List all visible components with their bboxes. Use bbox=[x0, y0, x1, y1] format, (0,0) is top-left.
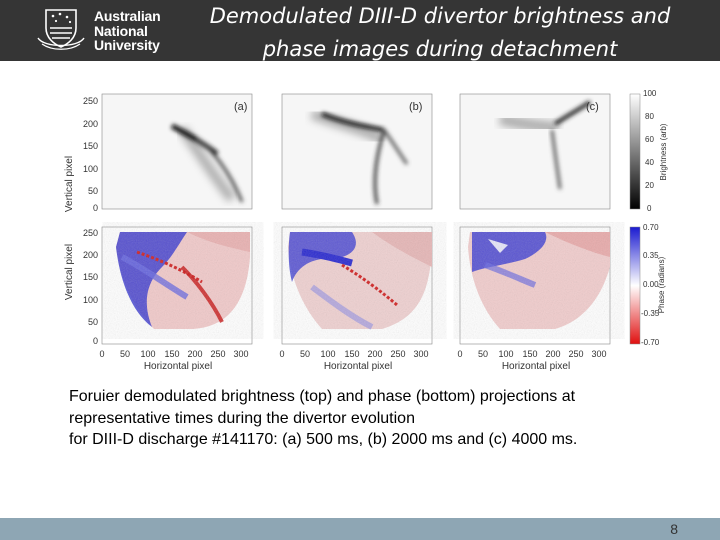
brightness-panel-b: (b) bbox=[281, 93, 433, 210]
brightness-colorbar: 100 80 60 40 20 0 Brightness (arb) bbox=[629, 89, 668, 213]
slide-title: Demodulated DIII-D divertor brightness a… bbox=[180, 0, 700, 66]
x-tick-label: 0 bbox=[457, 349, 462, 359]
phase-panel-a bbox=[101, 226, 253, 345]
x-axis-label: Horizontal pixel bbox=[324, 361, 392, 372]
brightness-phase-figure: Vertical pixel Vertical pixel 250 200 15… bbox=[64, 89, 668, 372]
y-axis-label: Vertical pixel bbox=[64, 156, 75, 212]
logo-wordmark: Australian National University bbox=[94, 8, 161, 53]
y-tick-labels-bottom: 250 200 150 100 50 0 bbox=[83, 228, 98, 346]
x-tick-label: 150 bbox=[522, 349, 537, 359]
footer-bar: 8 bbox=[0, 518, 720, 540]
colorbar-tick-label: 100 bbox=[643, 89, 657, 98]
y-tick-label: 0 bbox=[93, 203, 98, 213]
phase-panel-c bbox=[459, 226, 611, 345]
x-tick-label: 0 bbox=[99, 349, 104, 359]
x-tick-label: 250 bbox=[390, 349, 405, 359]
colorbar-tick-label: -0.70 bbox=[641, 338, 660, 347]
brightness-panel-c: (c) bbox=[459, 93, 611, 210]
x-tick-label: 300 bbox=[591, 349, 606, 359]
y-tick-label: 250 bbox=[83, 96, 98, 106]
x-tick-label: 200 bbox=[545, 349, 560, 359]
x-tick-label: 100 bbox=[320, 349, 335, 359]
phase-colorbar: 0.70 0.35 0.00 -0.35 -0.70 Phase (radian… bbox=[629, 223, 666, 347]
y-tick-label: 150 bbox=[83, 141, 98, 151]
caption-line-2: representative times during the divertor… bbox=[69, 409, 415, 427]
y-tick-label: 100 bbox=[83, 164, 98, 174]
y-tick-label: 0 bbox=[93, 336, 98, 346]
y-tick-labels-top: 250 200 150 100 50 0 bbox=[83, 96, 98, 213]
colorbar-tick-label: 40 bbox=[645, 158, 654, 167]
y-tick-label: 50 bbox=[88, 186, 98, 196]
phase-panel-b bbox=[281, 226, 433, 345]
page-number: 8 bbox=[670, 521, 678, 537]
colorbar-label: Phase (radians) bbox=[657, 256, 666, 313]
x-tick-label: 100 bbox=[498, 349, 513, 359]
caption-line-3: for DIII-D discharge #141170: (a) 500 ms… bbox=[69, 431, 578, 448]
x-tick-labels-c: 0 50 100 150 200 250 300 bbox=[457, 349, 606, 359]
x-tick-label: 200 bbox=[367, 349, 382, 359]
title-line-1: Demodulated DIII-D divertor brightness a… bbox=[209, 4, 671, 28]
x-tick-labels-a: 0 50 100 150 200 250 300 bbox=[99, 349, 248, 359]
figure-caption: Foruier demodulated brightness (top) and… bbox=[69, 386, 689, 451]
colorbar-tick-label: 0 bbox=[647, 204, 652, 213]
x-tick-label: 150 bbox=[344, 349, 359, 359]
x-tick-label: 200 bbox=[187, 349, 202, 359]
x-axis-label: Horizontal pixel bbox=[502, 361, 570, 372]
panel-label-a: (a) bbox=[234, 101, 247, 113]
x-tick-label: 250 bbox=[568, 349, 583, 359]
y-tick-label: 100 bbox=[83, 295, 98, 305]
x-tick-label: 50 bbox=[300, 349, 310, 359]
panel-label-b: (b) bbox=[409, 101, 422, 113]
caption-line-1: Foruier demodulated brightness (top) and… bbox=[69, 388, 576, 405]
y-tick-label: 200 bbox=[83, 250, 98, 260]
y-tick-label: 150 bbox=[83, 272, 98, 282]
x-tick-labels-b: 0 50 100 150 200 250 300 bbox=[279, 349, 428, 359]
crest-icon bbox=[37, 9, 85, 50]
colorbar-tick-label: -0.35 bbox=[641, 309, 660, 318]
colorbar-tick-label: 0.35 bbox=[643, 251, 659, 260]
x-tick-label: 150 bbox=[164, 349, 179, 359]
x-tick-label: 0 bbox=[279, 349, 284, 359]
x-axis-label: Horizontal pixel bbox=[144, 361, 212, 372]
colorbar-label: Brightness (arb) bbox=[659, 123, 668, 180]
x-tick-label: 300 bbox=[233, 349, 248, 359]
colorbar-tick-label: 20 bbox=[645, 181, 654, 190]
y-tick-label: 250 bbox=[83, 228, 98, 238]
x-tick-label: 50 bbox=[478, 349, 488, 359]
logo-line: National bbox=[94, 22, 148, 39]
brightness-panel-a: (a) bbox=[101, 93, 253, 210]
x-tick-label: 100 bbox=[140, 349, 155, 359]
x-tick-label: 50 bbox=[120, 349, 130, 359]
colorbar-tick-label: 0.70 bbox=[643, 223, 659, 232]
panel-label-c: (c) bbox=[586, 101, 599, 113]
y-tick-label: 200 bbox=[83, 119, 98, 129]
x-tick-label: 250 bbox=[210, 349, 225, 359]
logo-line: University bbox=[94, 37, 160, 53]
colorbar-tick-label: 0.00 bbox=[643, 280, 659, 289]
logo-line: Australian bbox=[94, 8, 161, 24]
anu-logo: Australian National University bbox=[34, 8, 164, 52]
header-bar: Australian National University Demodulat… bbox=[0, 0, 720, 61]
colorbar-tick-label: 60 bbox=[645, 135, 654, 144]
title-line-2: phase images during detachment bbox=[262, 37, 618, 61]
y-tick-label: 50 bbox=[88, 317, 98, 327]
y-axis-label: Vertical pixel bbox=[64, 244, 75, 300]
x-tick-label: 300 bbox=[413, 349, 428, 359]
colorbar-tick-label: 80 bbox=[645, 112, 654, 121]
